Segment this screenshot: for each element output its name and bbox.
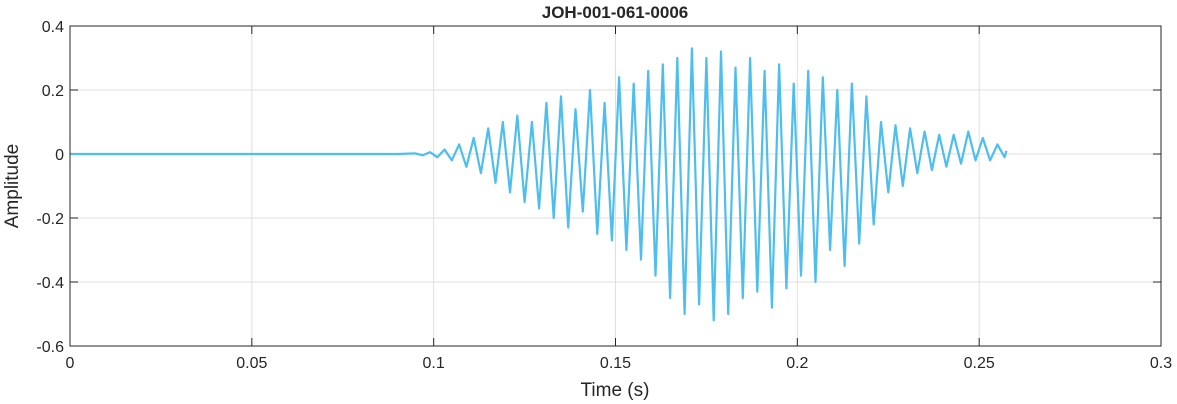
x-tick-label: 0.15 — [600, 355, 631, 372]
x-tick-label: 0.1 — [423, 355, 445, 372]
y-tick-label: -0.6 — [36, 339, 64, 356]
y-tick-label: 0 — [55, 147, 64, 164]
y-tick-label: -0.2 — [36, 211, 64, 228]
x-tick-label: 0.25 — [964, 355, 995, 372]
x-tick-label: 0.2 — [786, 355, 808, 372]
waveform-line — [70, 47, 1008, 322]
y-tick-label: 0.2 — [42, 83, 64, 100]
x-tick-label: 0 — [66, 355, 75, 372]
x-axis-label: Time (s) — [581, 380, 650, 401]
y-tick-labels: -0.6 -0.4 -0.2 0 0.2 0.4 — [36, 19, 64, 356]
y-axis-label: Amplitude — [2, 144, 23, 229]
plot-frame — [69, 25, 1162, 347]
y-tick-label: -0.4 — [36, 275, 64, 292]
x-tick-label: 0.05 — [236, 355, 267, 372]
x-tick-labels: 0 0.05 0.1 0.15 0.2 0.25 0.3 — [66, 355, 1173, 372]
y-tick-label: 0.4 — [42, 19, 64, 36]
chart-title: JOH-001-061-0006 — [542, 3, 688, 22]
x-tick-label: 0.3 — [1150, 355, 1172, 372]
